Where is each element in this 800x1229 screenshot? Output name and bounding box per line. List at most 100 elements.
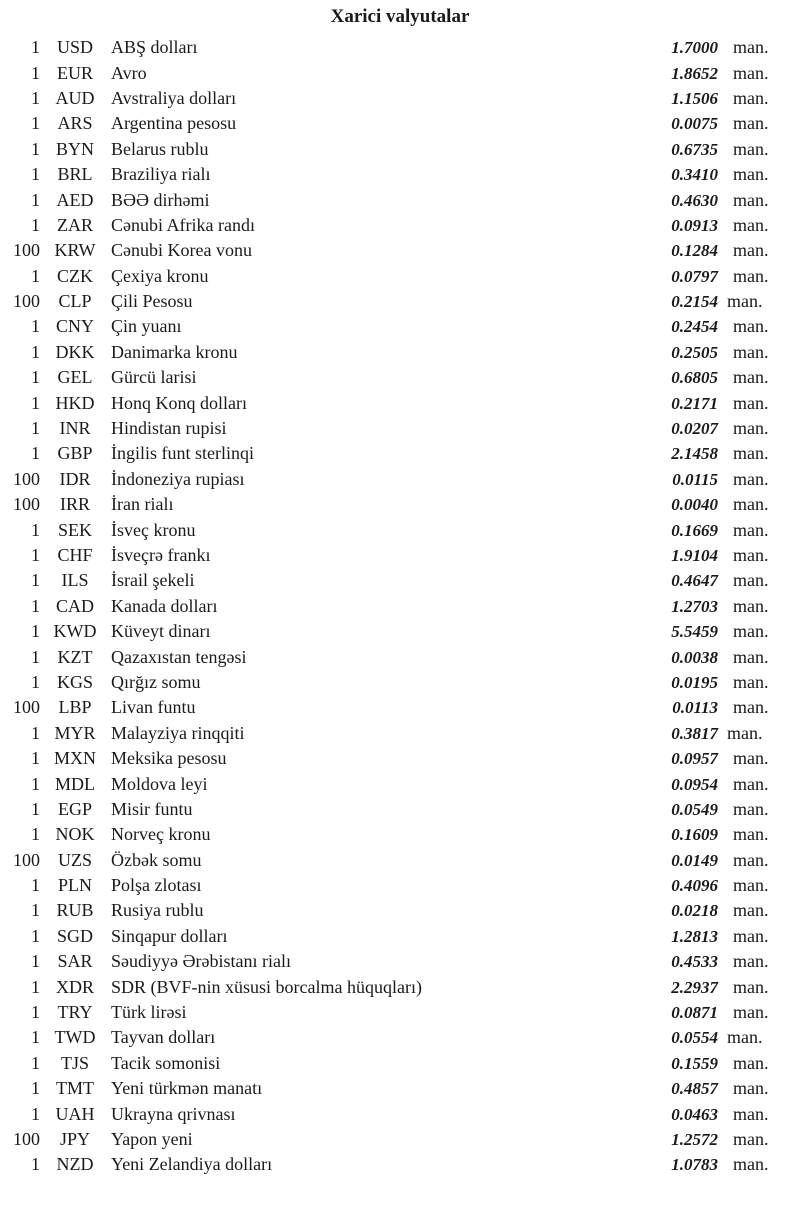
currency-code: PLN bbox=[57, 875, 92, 896]
currency-name: Qazaxıstan tengəsi bbox=[111, 646, 247, 667]
currency-quantity: 1 bbox=[31, 265, 40, 286]
rate-unit: man. bbox=[727, 291, 763, 312]
exchange-rate: 2.1458 bbox=[671, 444, 718, 464]
currency-quantity: 1 bbox=[31, 545, 40, 565]
rate-unit: man. bbox=[733, 1052, 769, 1073]
currency-name: Yeni türkmən manatı bbox=[111, 1078, 263, 1099]
currency-table: 1 USD ABŞ dolları 1.7000 man. 1 EUR Avro 1.8652 m… bbox=[0, 35, 800, 1178]
currency-quantity: 100 bbox=[13, 697, 40, 718]
table-row: 1 MXN Meksika pesosu 0.0957 man. bbox=[0, 746, 800, 771]
exchange-rate: 0.4857 bbox=[671, 1079, 718, 1099]
currency-code: HKD bbox=[55, 392, 95, 413]
exchange-rate: 1.2703 bbox=[671, 596, 718, 616]
currency-code: MXN bbox=[53, 748, 96, 769]
table-row: 1 ILS İsrail şekeli 0.4647 man. bbox=[0, 568, 800, 593]
currency-quantity: 1 bbox=[31, 214, 40, 235]
rate-unit: man. bbox=[733, 316, 769, 337]
table-row: 1 PLN Polşa zlotası 0.4096 man. bbox=[0, 873, 800, 898]
rate-unit: man. bbox=[733, 265, 769, 286]
currency-code: EGP bbox=[57, 798, 92, 819]
currency-quantity: 1 bbox=[31, 951, 40, 972]
table-row: 1 USD ABŞ dolları 1.7000 man. bbox=[0, 35, 800, 60]
table-row: 1 EUR Avro 1.8652 man. bbox=[0, 60, 800, 85]
currency-name: İsveçrə frankı bbox=[111, 545, 211, 565]
exchange-rate: 0.0038 bbox=[671, 647, 718, 667]
currency-code: RUB bbox=[56, 900, 94, 921]
table-row: 1 SEK İsveç kronu 0.1669 man. bbox=[0, 517, 800, 542]
currency-name: Danimarka kronu bbox=[111, 341, 238, 362]
currency-quantity: 1 bbox=[31, 722, 40, 743]
currency-quantity: 1 bbox=[31, 925, 40, 946]
currency-quantity: 1 bbox=[31, 773, 40, 794]
currency-code: JPY bbox=[59, 1128, 90, 1149]
currency-name: İsveç kronu bbox=[111, 519, 196, 540]
rate-unit: man. bbox=[733, 367, 769, 388]
table-row: 1 GEL Gürcü larisi 0.6805 man. bbox=[0, 365, 800, 390]
exchange-rate: 1.2813 bbox=[671, 926, 718, 946]
rate-unit: man. bbox=[733, 646, 769, 667]
currency-code: IDR bbox=[59, 468, 91, 489]
currency-name: SDR (BVF-nin xüsusi borcalma hüquqları) bbox=[111, 976, 422, 997]
currency-code: CNY bbox=[55, 316, 94, 337]
currency-name: Livan funtu bbox=[111, 697, 196, 718]
rate-unit: man. bbox=[733, 875, 769, 896]
currency-name: Misir funtu bbox=[111, 798, 193, 819]
currency-name: İndoneziya rupiası bbox=[111, 468, 245, 489]
currency-name: Polşa zlotası bbox=[111, 875, 202, 896]
table-row: 100 CLP Çili Pesosu 0.2154 man. bbox=[0, 289, 800, 314]
table-row: 1 DKK Danimarka kronu 0.2505 man. bbox=[0, 340, 800, 365]
currency-name: BƏƏ dirhəmi bbox=[111, 189, 210, 210]
currency-name: Kanada dolları bbox=[111, 595, 218, 616]
exchange-rate: 0.2454 bbox=[671, 317, 718, 337]
currency-name: Səudiyyə Ərəbistanı rialı bbox=[111, 951, 291, 972]
exchange-rate: 0.0463 bbox=[671, 1104, 718, 1124]
rate-unit: man. bbox=[733, 37, 769, 58]
currency-quantity: 100 bbox=[13, 1128, 40, 1149]
currency-code: IRR bbox=[59, 494, 90, 515]
table-row: 1 ARS Argentina pesosu 0.0075 man. bbox=[0, 111, 800, 136]
rate-unit: man. bbox=[733, 62, 769, 83]
currency-code: TWD bbox=[54, 1027, 96, 1048]
currency-code: UZS bbox=[57, 849, 92, 870]
currency-code: GBP bbox=[57, 443, 93, 464]
rate-unit: man. bbox=[733, 748, 769, 769]
currency-quantity: 1 bbox=[31, 748, 40, 769]
currency-code: EUR bbox=[57, 62, 93, 83]
exchange-rate: 0.0207 bbox=[671, 419, 718, 439]
table-row: 100 JPY Yapon yeni 1.2572 man. bbox=[0, 1127, 800, 1152]
exchange-rate: 0.0549 bbox=[671, 799, 718, 819]
rate-unit: man. bbox=[733, 113, 769, 134]
table-row: 100 LBP Livan funtu 0.0113 man. bbox=[0, 695, 800, 720]
currency-quantity: 1 bbox=[31, 138, 40, 159]
currency-name: Ukrayna qrivnası bbox=[111, 1103, 236, 1124]
table-row: 1 AUD Avstraliya dolları 1.1506 man. bbox=[0, 86, 800, 111]
exchange-rate: 5.5459 bbox=[671, 622, 718, 642]
currency-code: USD bbox=[56, 37, 93, 58]
table-row: 1 CAD Kanada dolları 1.2703 man. bbox=[0, 594, 800, 619]
table-row: 1 SGD Sinqapur dolları 1.2813 man. bbox=[0, 924, 800, 949]
rate-unit: man. bbox=[733, 494, 769, 515]
exchange-rate: 0.0957 bbox=[671, 749, 718, 769]
currency-code: KWD bbox=[53, 621, 97, 642]
exchange-rate: 1.9104 bbox=[671, 546, 718, 565]
currency-quantity: 1 bbox=[31, 1002, 40, 1023]
exchange-rate: 1.1506 bbox=[671, 88, 718, 108]
currency-quantity: 1 bbox=[31, 595, 40, 616]
rate-unit: man. bbox=[733, 1128, 769, 1149]
currency-name: Yeni Zelandiya dolları bbox=[111, 1154, 273, 1175]
rate-unit: man. bbox=[733, 189, 769, 210]
currency-name: Özbək somu bbox=[111, 849, 202, 870]
exchange-rate: 0.0113 bbox=[672, 698, 718, 718]
currency-name: Cənubi Afrika randı bbox=[111, 214, 255, 235]
table-row: 1 CHF İsveçrə frankı 1.9104 man. bbox=[0, 543, 800, 568]
currency-name: Moldova leyi bbox=[111, 773, 208, 794]
currency-code: MYR bbox=[54, 722, 96, 743]
page-title: Xarici valyutalar bbox=[330, 6, 470, 27]
currency-quantity: 1 bbox=[31, 189, 40, 210]
currency-name: Çili Pesosu bbox=[111, 291, 193, 312]
currency-quantity: 1 bbox=[31, 976, 40, 997]
exchange-rate: 0.3410 bbox=[671, 165, 718, 185]
currency-name: Belarus rublu bbox=[111, 138, 209, 159]
exchange-rate: 0.1559 bbox=[671, 1053, 718, 1073]
table-row: 1 CNY Çin yuanı 0.2454 man. bbox=[0, 314, 800, 339]
